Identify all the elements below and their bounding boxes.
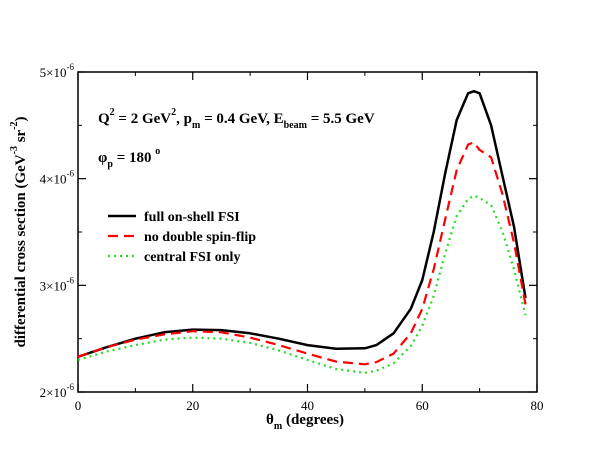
series-layer [77, 89, 527, 374]
y-tick-label: 2×10-6 [40, 382, 75, 400]
legend-label-3: central FSI only [144, 250, 240, 265]
x-tick-label: 20 [186, 398, 199, 413]
plot-area: 0 20 40 60 80 2×10-6 3×10-6 4×10-6 5×10-6 [40, 62, 544, 413]
y-tick-label: 5×10-6 [40, 62, 75, 80]
y-axis-title: differential cross section (GeV-3 sr-2) [9, 116, 29, 347]
series-line-3 [77, 194, 527, 374]
series-line-1 [77, 89, 527, 358]
y-tick-label: 4×10-6 [40, 169, 75, 187]
legend: full on-shell FSI no double spin-flip cent… [108, 210, 256, 265]
x-tick-label: 80 [531, 398, 544, 413]
x-tick-label: 60 [416, 398, 429, 413]
y-tick-label: 3×10-6 [40, 275, 75, 293]
x-tick-label: 0 [75, 398, 82, 413]
annotation-phi: φp = 180 o [98, 146, 160, 170]
ticks-layer: 0 20 40 60 80 2×10-6 3×10-6 4×10-6 5×10-6 [40, 62, 544, 413]
legend-label-1: full on-shell FSI [144, 210, 240, 225]
x-tick-label: 40 [301, 398, 314, 413]
x-axis-title: θm (degrees) [266, 412, 344, 432]
annotation-kinematics: Q2 = 2 GeV2, pm = 0.4 GeV, Ebeam = 5.5 G… [98, 107, 375, 131]
legend-label-2: no double spin-flip [144, 230, 256, 245]
annotations: Q2 = 2 GeV2, pm = 0.4 GeV, Ebeam = 5.5 G… [98, 107, 375, 170]
series-line-2 [77, 141, 527, 366]
